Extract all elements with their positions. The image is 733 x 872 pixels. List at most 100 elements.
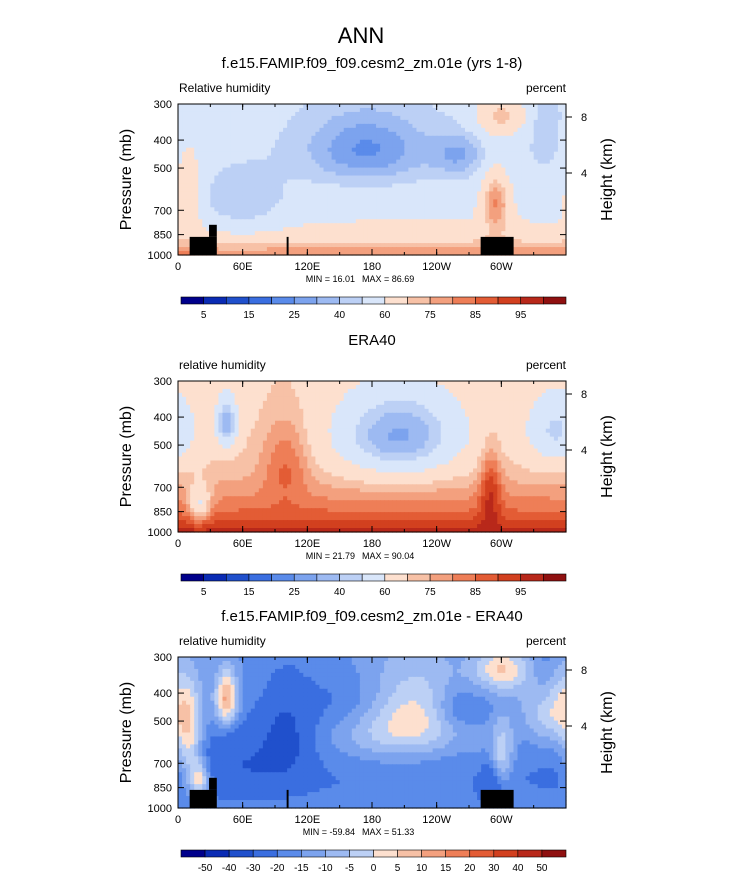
contour-cell [335, 123, 341, 129]
contour-cell [452, 384, 458, 390]
contour-cell [311, 175, 317, 181]
contour-cell [335, 104, 341, 109]
contour-cell [327, 219, 333, 224]
contour-cell [416, 167, 422, 173]
contour-cell [194, 219, 199, 224]
contour-cell [545, 239, 551, 244]
contour-cell [428, 107, 434, 113]
contour-cell [254, 404, 260, 410]
contour-cell [400, 175, 405, 181]
contour-cell [525, 381, 531, 386]
contour-cell [456, 163, 462, 169]
contour-cell [529, 231, 535, 236]
contour-cell [404, 243, 409, 248]
contour-cell [238, 119, 244, 125]
contour-cell [303, 207, 308, 212]
contour-cell [412, 416, 418, 422]
contour-cell [485, 211, 490, 216]
contour-cell [380, 381, 385, 386]
contour-cell [311, 223, 317, 228]
contour-cell [469, 247, 474, 252]
contour-cell [436, 223, 442, 228]
contour-cell [254, 211, 260, 216]
contour-cell [295, 404, 300, 410]
contour-cell [420, 135, 426, 141]
contour-cell [234, 123, 240, 129]
contour-cell [505, 231, 511, 236]
contour-cell [186, 119, 191, 125]
contour-cell [194, 111, 199, 117]
contour-cell [428, 207, 434, 212]
contour-cell [509, 223, 515, 228]
contour-cell [283, 251, 288, 256]
contour-cell [489, 163, 494, 169]
contour-cell [275, 381, 280, 386]
contour-cell [335, 384, 341, 390]
contour-cell [355, 183, 361, 189]
contour-cell [262, 191, 268, 196]
contour-cell [493, 143, 498, 149]
contour-cell [561, 151, 567, 157]
contour-cell [202, 215, 207, 220]
contour-cell [238, 400, 244, 406]
contour-cell [404, 408, 409, 414]
contour-cell [412, 384, 418, 390]
contour-cell [230, 215, 236, 220]
contour-cell [234, 384, 240, 390]
contour-cell [456, 167, 462, 173]
contour-cell [303, 159, 308, 165]
contour-cell [557, 179, 563, 185]
contour-cell [464, 147, 470, 153]
contour-cell [287, 104, 292, 109]
contour-cell [355, 388, 361, 394]
y-axis-title-right: Height (km) [599, 138, 616, 221]
contour-cell [561, 127, 567, 133]
contour-cell [477, 143, 482, 149]
contour-cell [178, 416, 183, 422]
contour-cell [464, 416, 470, 422]
contour-cell [266, 416, 272, 422]
contour-cell [246, 147, 252, 153]
contour-cell [270, 215, 276, 220]
contour-cell [509, 412, 515, 418]
contour-cell [275, 239, 280, 244]
contour-cell [367, 223, 373, 228]
height-tick-label: 8 [581, 112, 587, 124]
contour-cell [279, 139, 284, 145]
contour-cell [481, 388, 486, 394]
contour-cell [182, 400, 187, 406]
contour-cell [481, 191, 486, 196]
contour-cell [440, 171, 446, 177]
contour-cell [331, 123, 337, 129]
contour-cell [388, 179, 393, 185]
contour-cell [250, 123, 256, 129]
contour-cell [517, 215, 523, 220]
contour-cell [303, 412, 308, 418]
contour-cell [194, 195, 199, 200]
contour-cell [452, 219, 458, 224]
contour-cell [392, 107, 397, 113]
contour-cell [553, 195, 559, 200]
contour-cell [230, 247, 236, 252]
contour-cell [295, 239, 300, 244]
contour-cell [279, 199, 284, 204]
contour-cell [359, 231, 365, 236]
contour-cell [505, 227, 511, 232]
contour-cell [533, 396, 539, 402]
contour-cell [485, 183, 490, 189]
contour-cell [497, 107, 502, 113]
contour-cell [295, 231, 300, 236]
contour-cell [210, 381, 215, 386]
contour-cell [327, 143, 333, 149]
contour-cell [376, 396, 381, 402]
contour-cell [230, 424, 236, 430]
contour-cell [545, 183, 551, 189]
contour-cell [299, 155, 304, 161]
contour-cell [367, 251, 373, 256]
contour-cell [553, 147, 559, 153]
contour-cell [541, 147, 547, 153]
contour-cell [222, 424, 228, 430]
contour-cell [460, 195, 466, 200]
contour-cell [380, 159, 385, 165]
contour-cell [464, 388, 470, 394]
